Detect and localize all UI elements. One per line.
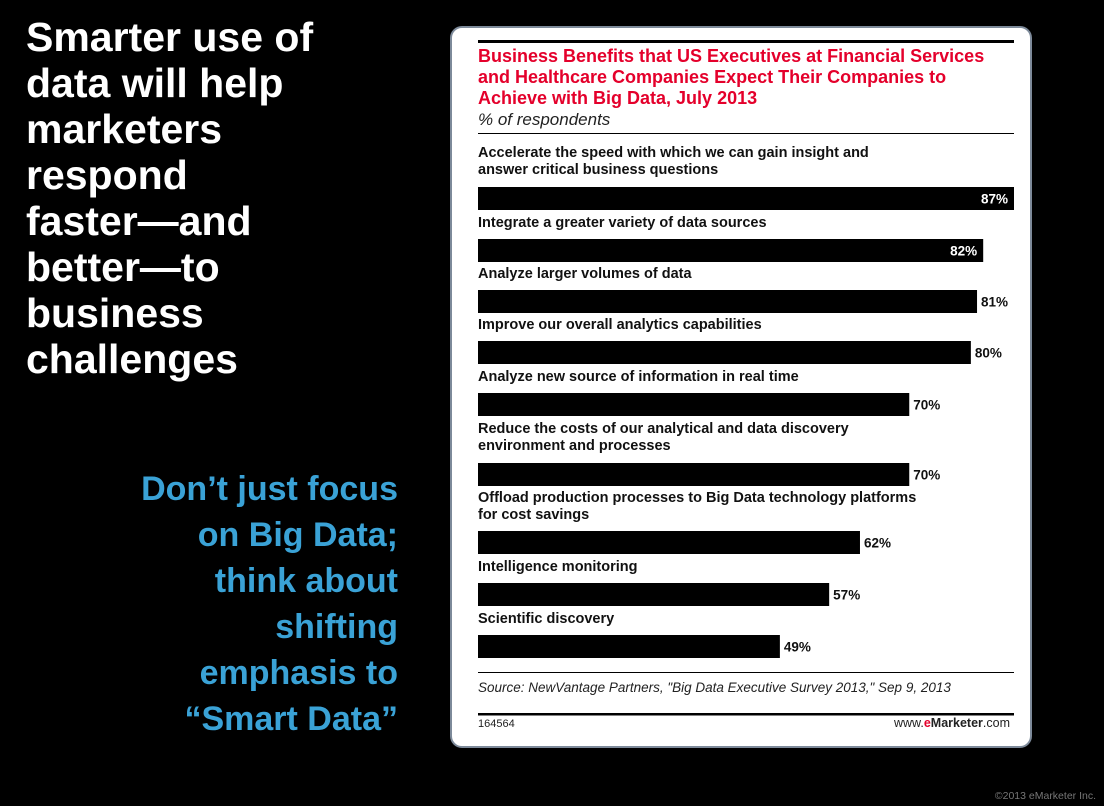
value-label: 49% — [784, 640, 811, 655]
chart-card: Accelerate the speed with which we can g… — [450, 26, 1032, 748]
bar-chart: Accelerate the speed with which we can g… — [478, 40, 1014, 716]
subhead-line: Don’t just focus — [141, 470, 398, 508]
category-label: for cost savings — [478, 507, 589, 523]
headline-line: business — [26, 290, 204, 336]
category-label: environment and processes — [478, 438, 671, 454]
subhead-line: on Big Data; — [197, 516, 398, 554]
category-label: Reduce the costs of our analytical and d… — [478, 421, 849, 437]
headline-line: respond — [26, 152, 188, 198]
subhead-line: “Smart Data” — [184, 700, 398, 738]
headline-line: better—to — [26, 244, 220, 290]
headline-line: faster—and — [26, 198, 252, 244]
bar — [478, 463, 910, 486]
bar — [478, 290, 978, 313]
category-label: Scientific discovery — [478, 611, 614, 627]
chart-id: 164564 — [478, 718, 515, 730]
copyright: ©2013 eMarketer Inc. — [994, 790, 1096, 802]
category-label: Intelligence monitoring — [478, 559, 638, 575]
value-label: 82% — [950, 244, 977, 259]
headline-line: challenges — [26, 336, 238, 382]
slide-headline: Smarter use of data will help marketers res… — [26, 14, 426, 382]
bar — [478, 393, 910, 416]
bar — [478, 531, 860, 554]
top-rule — [478, 40, 1014, 43]
value-label: 57% — [833, 588, 860, 603]
chart-source: Source: NewVantage Partners, "Big Data E… — [478, 680, 951, 695]
value-label: 70% — [913, 468, 940, 483]
value-label: 62% — [864, 536, 891, 551]
category-label: Improve our overall analytics capabiliti… — [478, 317, 762, 333]
category-label: Analyze larger volumes of data — [478, 266, 692, 282]
value-label: 70% — [913, 398, 940, 413]
category-label: Offload production processes to Big Data… — [478, 490, 916, 506]
footer-rule — [478, 713, 1014, 716]
subhead-line: think about — [214, 562, 398, 600]
headline-line: data will help — [26, 60, 284, 106]
slide-subhead: Don’t just focus on Big Data; think about s… — [38, 466, 398, 742]
bar — [478, 583, 830, 606]
bar — [478, 239, 984, 262]
headline-line: marketers — [26, 106, 223, 152]
subhead-line: emphasis to — [199, 654, 398, 692]
source-rule — [478, 672, 1014, 673]
subhead-line: shifting — [275, 608, 398, 646]
category-label: Analyze new source of information in rea… — [478, 369, 799, 385]
value-label: 87% — [981, 192, 1008, 207]
category-label: Integrate a greater variety of data sour… — [478, 215, 767, 231]
subtitle-rule — [478, 133, 1014, 134]
bar — [478, 635, 780, 658]
bar — [478, 341, 971, 364]
category-label: Accelerate the speed with which we can g… — [478, 145, 869, 161]
headline-line: Smarter use of — [26, 14, 314, 60]
chart-subtitle: % of respondents — [478, 110, 611, 129]
value-label: 80% — [975, 346, 1002, 361]
category-label: answer critical business questions — [478, 162, 718, 178]
chart-title: Business Benefits that US Executives at … — [478, 46, 985, 108]
value-label: 81% — [981, 295, 1008, 310]
brand-url: www.eMarketer.com — [893, 716, 1010, 730]
bar — [478, 187, 1014, 210]
